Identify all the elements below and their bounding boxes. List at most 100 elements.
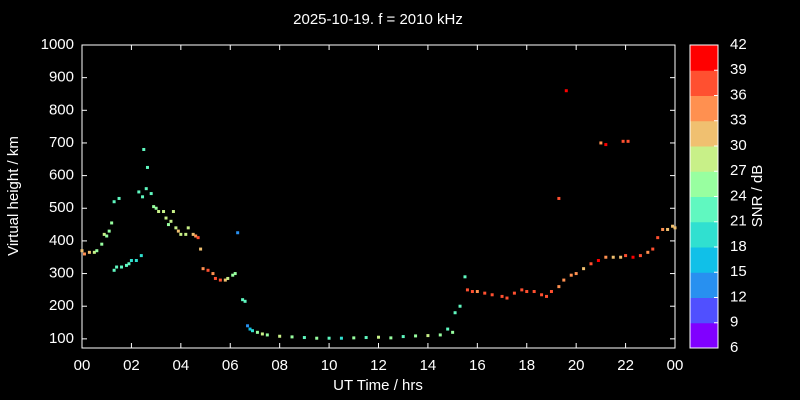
data-point [246,324,250,328]
y-tick-label: 500 [49,199,74,216]
data-point [451,330,455,334]
data-point [389,336,393,340]
data-point [137,190,141,194]
data-point [651,247,655,251]
data-point [141,195,145,199]
colorbar-segment [690,221,718,248]
data-point [638,254,642,258]
data-point [166,223,170,227]
data-point [621,139,625,143]
data-point [661,227,665,231]
colorbar-segment [690,171,718,197]
data-point [352,336,356,340]
data-point [201,267,205,271]
colorbar-tick-label: 33 [730,112,747,129]
data-point [124,263,128,267]
data-point [95,249,99,253]
data-point [176,229,180,233]
data-point [206,268,210,272]
data-point [574,272,578,276]
data-point [174,226,178,230]
y-tick-label: 1000 [41,36,74,53]
colorbar-tick-label: 24 [730,187,747,204]
data-point [184,232,188,236]
data-point [549,290,553,294]
data-point [327,336,331,340]
data-point [129,258,133,262]
data-point [218,278,222,282]
data-point [666,227,670,231]
data-point [290,335,294,339]
data-point [127,262,131,266]
data-point [255,330,259,334]
data-point [243,299,247,303]
data-point [540,293,544,297]
data-point [315,336,319,340]
data-point [144,187,148,191]
x-tick-label: 10 [321,357,338,374]
y-tick-label: 900 [49,69,74,86]
data-point [463,275,467,279]
colorbar-tick-label: 21 [730,213,747,230]
data-point [611,255,615,259]
data-point [139,254,143,258]
data-point [179,232,183,236]
y-tick-label: 600 [49,167,74,184]
data-point [110,221,114,225]
x-tick-label: 06 [222,357,239,374]
data-point [164,216,168,220]
data-point [599,141,603,145]
data-point [250,329,254,333]
data-point [248,327,252,331]
y-tick-label: 200 [49,297,74,314]
colorbar-segment [690,247,718,273]
data-point [619,255,623,259]
colorbar-label: SNR / dB [749,165,766,228]
data-point [231,273,235,277]
x-tick-label: 02 [123,357,140,374]
data-point [92,250,96,254]
data-point [142,147,146,151]
x-tick-label: 16 [469,357,486,374]
data-point [604,255,608,259]
data-point [134,258,138,262]
data-point [624,254,628,258]
data-point [557,285,561,289]
x-tick-label: 14 [420,357,437,374]
data-point [278,334,282,338]
data-point [191,232,195,236]
colorbar-segment [690,196,718,223]
data-point [671,224,675,228]
data-point [223,278,227,282]
colorbar-tick-label: 39 [730,61,747,78]
data-point [604,143,608,147]
colorbar-segment [690,297,718,324]
colorbar-segment [690,120,718,147]
data-point [458,304,462,308]
data-point [470,290,474,294]
data-point [426,334,430,338]
colorbar-tick-label: 42 [730,36,747,53]
data-point [446,327,450,331]
data-point [213,276,217,280]
data-point [241,298,245,302]
data-point [438,333,442,337]
data-point [364,336,368,340]
data-point [631,255,635,259]
data-point [453,311,457,315]
colorbar-tick-label: 18 [730,238,747,255]
colorbar-segment [690,95,718,122]
data-point [414,334,418,338]
data-point [490,293,494,297]
data-point [626,139,630,143]
data-point [557,196,561,200]
data-point [120,265,124,269]
x-tick-label: 04 [172,357,189,374]
x-tick-label: 00 [667,357,684,374]
data-point [339,336,343,340]
colorbar-segment [690,45,718,71]
data-point [512,291,516,295]
data-point [196,236,200,240]
colorbar-segment [690,146,718,172]
colorbar-tick-label: 6 [730,339,738,356]
